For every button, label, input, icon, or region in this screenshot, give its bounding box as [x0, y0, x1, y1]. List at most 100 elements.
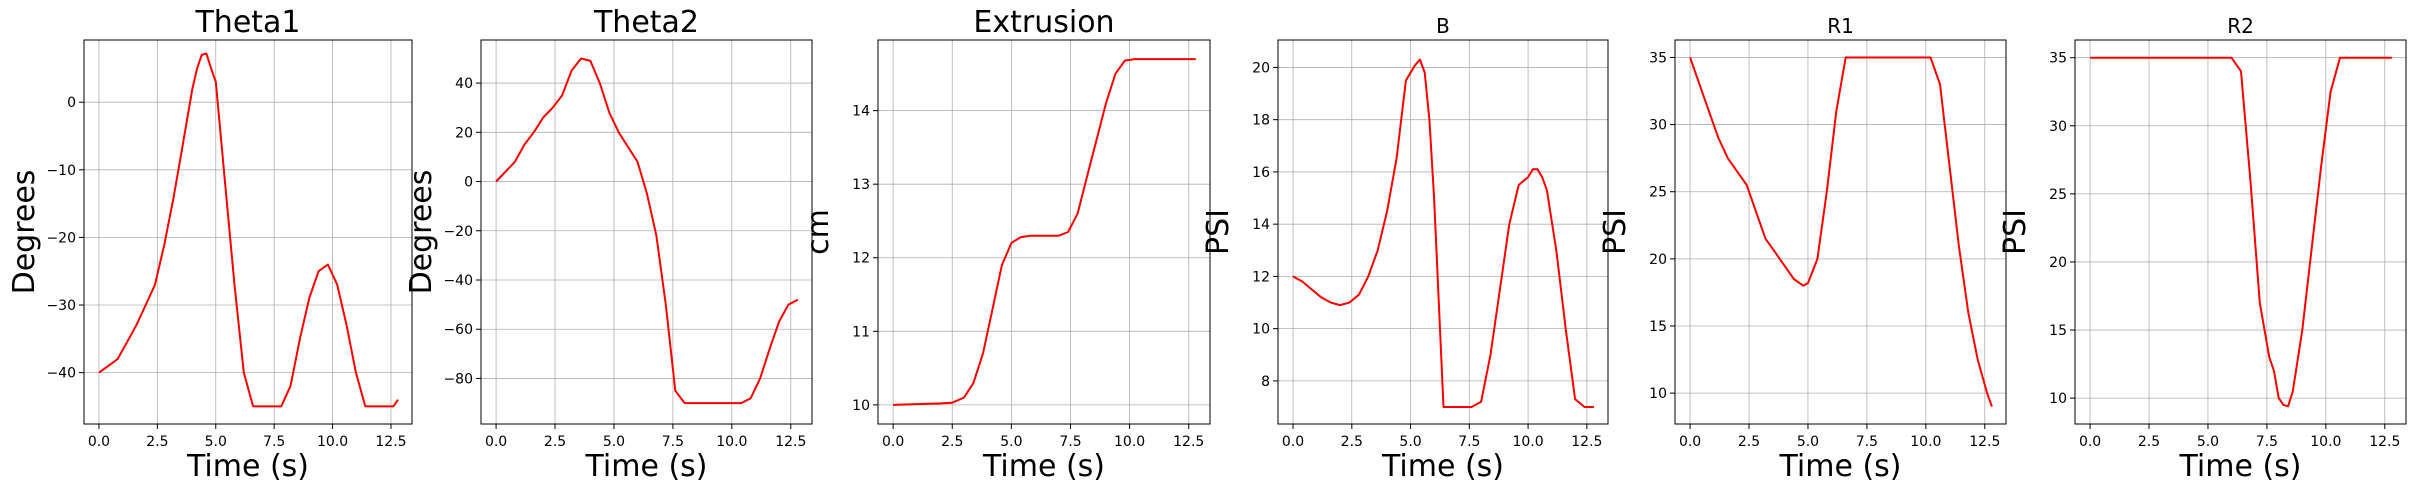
- y-tick-label: −20: [46, 230, 76, 246]
- x-tick-label: 10.0: [317, 434, 348, 450]
- y-tick-label: −40: [46, 366, 76, 382]
- x-axis-label: Time (s): [585, 449, 708, 484]
- x-tick-label: 7.5: [662, 434, 684, 450]
- subplot-title: R2: [2227, 14, 2254, 38]
- x-tick-label: 7.5: [1856, 434, 1878, 450]
- x-tick-label: 5.0: [2197, 434, 2219, 450]
- y-tick-label: 10: [1649, 386, 1667, 402]
- y-tick-label: 20: [1649, 252, 1667, 268]
- y-tick-label: 12: [852, 251, 870, 267]
- y-tick-label: −60: [443, 322, 473, 338]
- y-tick-label: 20: [2049, 255, 2067, 271]
- x-tick-label: 2.5: [941, 434, 963, 450]
- y-tick-label: 10: [852, 398, 870, 414]
- subplot-title: Theta1: [194, 5, 300, 40]
- y-tick-label: −30: [46, 298, 76, 314]
- data-line: [495, 57, 799, 405]
- y-tick-label: −40: [443, 273, 473, 289]
- x-tick-label: 12.5: [2369, 434, 2400, 450]
- axes-frame: [480, 39, 813, 425]
- y-tick-label: 11: [852, 324, 870, 340]
- y-tick-label: 35: [2049, 51, 2067, 67]
- y-tick-label: 30: [1649, 118, 1667, 134]
- y-axis-label: Degrees: [404, 170, 439, 295]
- y-tick-label: 16: [1252, 165, 1270, 181]
- axes-frame: [1674, 39, 2007, 425]
- y-tick-label: 0: [67, 95, 76, 111]
- axes-frame: [1277, 39, 1609, 425]
- x-tick-label: 10.0: [1910, 434, 1941, 450]
- x-tick-label: 12.5: [1969, 434, 2000, 450]
- y-tick-label: 18: [1252, 113, 1270, 129]
- x-tick-label: 2.5: [146, 434, 168, 450]
- x-axis-label: Time (s): [982, 449, 1105, 484]
- x-tick-label: 5.0: [1797, 434, 1819, 450]
- y-tick-label: 25: [2049, 187, 2067, 203]
- x-tick-label: 7.5: [1059, 434, 1081, 450]
- x-tick-label: 7.5: [263, 434, 285, 450]
- x-tick-label: 5.0: [1000, 434, 1022, 450]
- y-axis-label: PSI: [1998, 209, 2033, 255]
- y-axis-label: PSI: [1201, 209, 1236, 255]
- x-tick-label: 2.5: [1341, 434, 1363, 450]
- x-tick-label: 2.5: [1738, 434, 1760, 450]
- x-tick-label: 5.0: [205, 434, 227, 450]
- x-tick-label: 7.5: [1458, 434, 1480, 450]
- y-tick-label: 13: [852, 177, 870, 193]
- subplot-extrusion: 0.0 2.5 5.0 7.5 10.0 12.5 10 11 12 13 14 Extrusion T…: [801, 5, 1211, 484]
- x-tick-label: 12.5: [1173, 434, 1204, 450]
- x-axis-label: Time (s): [2179, 449, 2302, 484]
- y-tick-label: 14: [1252, 217, 1270, 233]
- x-tick-label: 7.5: [2256, 434, 2278, 450]
- x-tick-label: 0.0: [882, 434, 904, 450]
- x-axis-label: Time (s): [1381, 449, 1504, 484]
- axes-frame: [83, 39, 413, 425]
- data-line: [1689, 56, 1993, 407]
- subplot-title: Extrusion: [973, 5, 1114, 40]
- x-tick-label: 10.0: [1114, 434, 1145, 450]
- y-tick-label: 0: [464, 175, 473, 191]
- subplot-b: 0.0 2.5 5.0 7.5 10.0 12.5 8 10 12 14 16 18 20 B Time (…: [1201, 14, 1609, 484]
- y-axis-label: Degrees: [7, 170, 42, 295]
- axes-frame: [2074, 39, 2407, 425]
- y-tick-label: 25: [1649, 185, 1667, 201]
- subplot-theta1: 0.0 2.5 5.0 7.5 10.0 12.5 −40 −30 −20 −10 0 Theta1 T…: [7, 5, 413, 484]
- x-tick-label: 0.0: [2079, 434, 2101, 450]
- x-tick-label: 2.5: [544, 434, 566, 450]
- x-tick-label: 12.5: [375, 434, 406, 450]
- x-axis-label: Time (s): [186, 449, 309, 484]
- data-line: [2090, 56, 2392, 408]
- y-tick-label: 12: [1252, 269, 1270, 285]
- subplot-r2: 0.0 2.5 5.0 7.5 10.0 12.5 10 15 20 25 30 35 R2 Time (…: [1998, 14, 2407, 484]
- y-tick-label: −20: [443, 224, 473, 240]
- y-tick-label: 15: [2049, 323, 2067, 339]
- y-tick-label: 30: [2049, 119, 2067, 135]
- x-tick-label: 10.0: [1512, 434, 1543, 450]
- x-tick-label: 0.0: [1282, 434, 1304, 450]
- x-tick-label: 0.0: [88, 434, 110, 450]
- axes-frame: [877, 39, 1211, 425]
- y-tick-label: −10: [46, 163, 76, 179]
- x-axis-label: Time (s): [1779, 449, 1902, 484]
- y-tick-label: 10: [2049, 391, 2067, 407]
- x-tick-label: 0.0: [485, 434, 507, 450]
- data-line: [98, 52, 399, 408]
- data-line: [1292, 58, 1594, 408]
- subplot-theta2: 0.0 2.5 5.0 7.5 10.0 12.5 −80 −60 −40 −20 0 20 40 The…: [404, 5, 813, 484]
- y-axis-label: cm: [801, 209, 836, 255]
- y-tick-label: 10: [1252, 322, 1270, 338]
- y-tick-label: 40: [455, 76, 473, 92]
- y-tick-label: 35: [1649, 50, 1667, 66]
- subplot-title: Theta2: [593, 5, 699, 40]
- subplot-title: B: [1436, 14, 1450, 38]
- subplot-title: R1: [1827, 14, 1854, 38]
- x-tick-label: 10.0: [2310, 434, 2341, 450]
- x-tick-label: 2.5: [2138, 434, 2160, 450]
- x-tick-label: 12.5: [775, 434, 806, 450]
- x-tick-label: 5.0: [1399, 434, 1421, 450]
- y-tick-label: 20: [455, 125, 473, 141]
- data-line: [893, 58, 1196, 406]
- x-tick-label: 12.5: [1571, 434, 1602, 450]
- y-tick-label: 15: [1649, 319, 1667, 335]
